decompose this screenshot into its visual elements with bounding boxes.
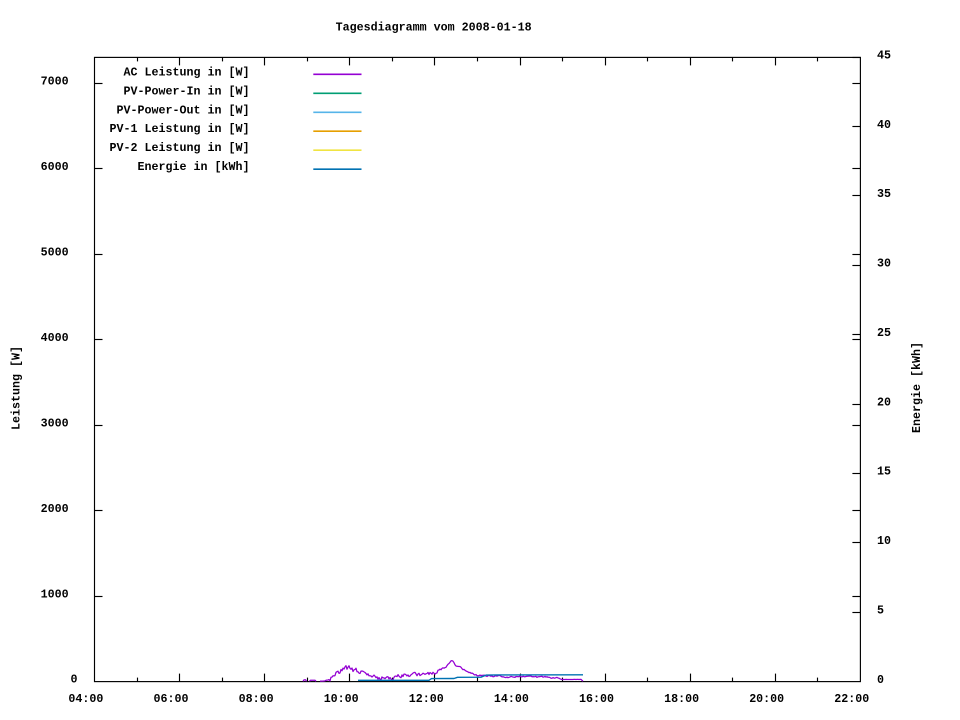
svg-text:20: 20 <box>877 395 891 409</box>
svg-text:35: 35 <box>877 187 891 201</box>
svg-text:Tagesdiagramm vom 2008-01-18: Tagesdiagramm vom 2008-01-18 <box>336 21 532 35</box>
svg-text:10:00: 10:00 <box>324 692 359 706</box>
svg-text:AC Leistung in [W]: AC Leistung in [W] <box>124 65 250 79</box>
svg-text:0: 0 <box>71 673 78 687</box>
svg-text:10: 10 <box>877 534 891 548</box>
svg-text:2000: 2000 <box>41 502 69 516</box>
svg-text:08:00: 08:00 <box>239 692 274 706</box>
svg-text:5000: 5000 <box>41 246 69 260</box>
svg-text:40: 40 <box>877 118 891 132</box>
svg-text:3000: 3000 <box>41 417 69 431</box>
svg-text:25: 25 <box>877 326 891 340</box>
svg-text:14:00: 14:00 <box>494 692 529 706</box>
svg-text:7000: 7000 <box>41 75 69 89</box>
svg-text:1000: 1000 <box>41 588 69 602</box>
svg-text:15: 15 <box>877 465 891 479</box>
svg-text:PV-2 Leistung in [W]: PV-2 Leistung in [W] <box>110 141 250 155</box>
svg-text:Energie [kWh]: Energie [kWh] <box>910 342 924 433</box>
svg-text:6000: 6000 <box>41 160 69 174</box>
svg-text:22:00: 22:00 <box>834 692 869 706</box>
svg-text:12:00: 12:00 <box>409 692 444 706</box>
svg-text:04:00: 04:00 <box>68 692 103 706</box>
svg-text:16:00: 16:00 <box>579 692 614 706</box>
svg-text:45: 45 <box>877 48 891 62</box>
svg-text:06:00: 06:00 <box>154 692 189 706</box>
svg-text:Leistung [W]: Leistung [W] <box>10 346 24 430</box>
svg-text:PV-1 Leistung in [W]: PV-1 Leistung in [W] <box>110 122 250 136</box>
svg-text:4000: 4000 <box>41 331 69 345</box>
svg-text:PV-Power-Out in [W]: PV-Power-Out in [W] <box>117 103 250 117</box>
svg-text:5: 5 <box>877 604 884 618</box>
svg-text:0: 0 <box>877 673 884 687</box>
svg-text:30: 30 <box>877 257 891 271</box>
svg-text:Energie in [kWh]: Energie in [kWh] <box>138 160 250 174</box>
svg-text:PV-Power-In in [W]: PV-Power-In in [W] <box>124 84 250 98</box>
svg-text:20:00: 20:00 <box>749 692 784 706</box>
svg-text:18:00: 18:00 <box>664 692 699 706</box>
